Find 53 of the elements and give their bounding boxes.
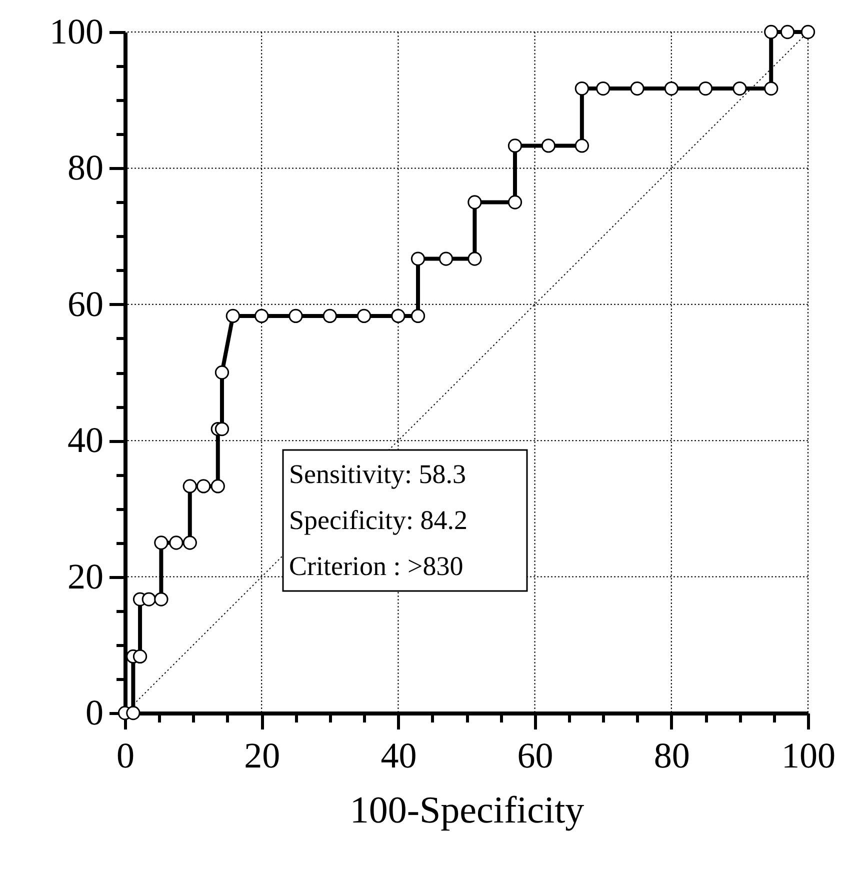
point — [468, 195, 482, 210]
y-tick-label: 80 — [68, 148, 104, 188]
point — [196, 479, 211, 494]
point — [508, 195, 522, 210]
annotation: Specificity: 84.2 — [289, 505, 468, 535]
point — [210, 479, 225, 494]
y-tick-label: 100 — [50, 12, 104, 52]
point — [780, 24, 795, 40]
point — [410, 308, 426, 324]
point — [356, 308, 372, 324]
point — [154, 592, 168, 606]
point — [132, 649, 148, 664]
point — [410, 252, 426, 266]
point — [664, 81, 678, 96]
point — [182, 479, 197, 494]
point — [630, 81, 644, 96]
point — [391, 308, 406, 324]
point — [322, 308, 337, 324]
point — [254, 308, 269, 324]
point — [764, 81, 778, 96]
point — [800, 24, 816, 40]
x-tick-label: 40 — [380, 736, 417, 776]
point — [508, 138, 522, 153]
point — [226, 308, 240, 324]
y-tick-label: 0 — [86, 692, 104, 732]
x-tick-label: 80 — [654, 736, 690, 776]
point — [698, 81, 713, 96]
point — [468, 252, 482, 266]
point — [541, 138, 556, 153]
annotation: Criterion : >830 — [289, 551, 464, 581]
point — [574, 81, 589, 96]
point — [214, 422, 230, 436]
y-tick-label: 20 — [68, 556, 104, 596]
y-tick-label: 60 — [68, 284, 104, 324]
x-axis-title: 100-Specificity — [350, 790, 584, 832]
point — [182, 536, 197, 550]
point — [126, 706, 140, 720]
x-tick-label: 60 — [517, 736, 554, 776]
x-tick-label: 20 — [244, 736, 280, 776]
point — [732, 81, 747, 96]
point — [142, 592, 156, 606]
annotation: Sensitivity: 58.3 — [289, 459, 466, 489]
point — [596, 81, 610, 96]
y-tick-label: 40 — [68, 420, 104, 460]
x-tick-label: 100 — [782, 736, 836, 776]
point — [154, 536, 168, 550]
point — [574, 138, 589, 153]
point — [288, 308, 303, 324]
point — [169, 536, 184, 550]
x-tick-label: 0 — [116, 736, 134, 776]
point — [438, 252, 454, 266]
point — [214, 365, 230, 380]
point — [764, 24, 778, 40]
